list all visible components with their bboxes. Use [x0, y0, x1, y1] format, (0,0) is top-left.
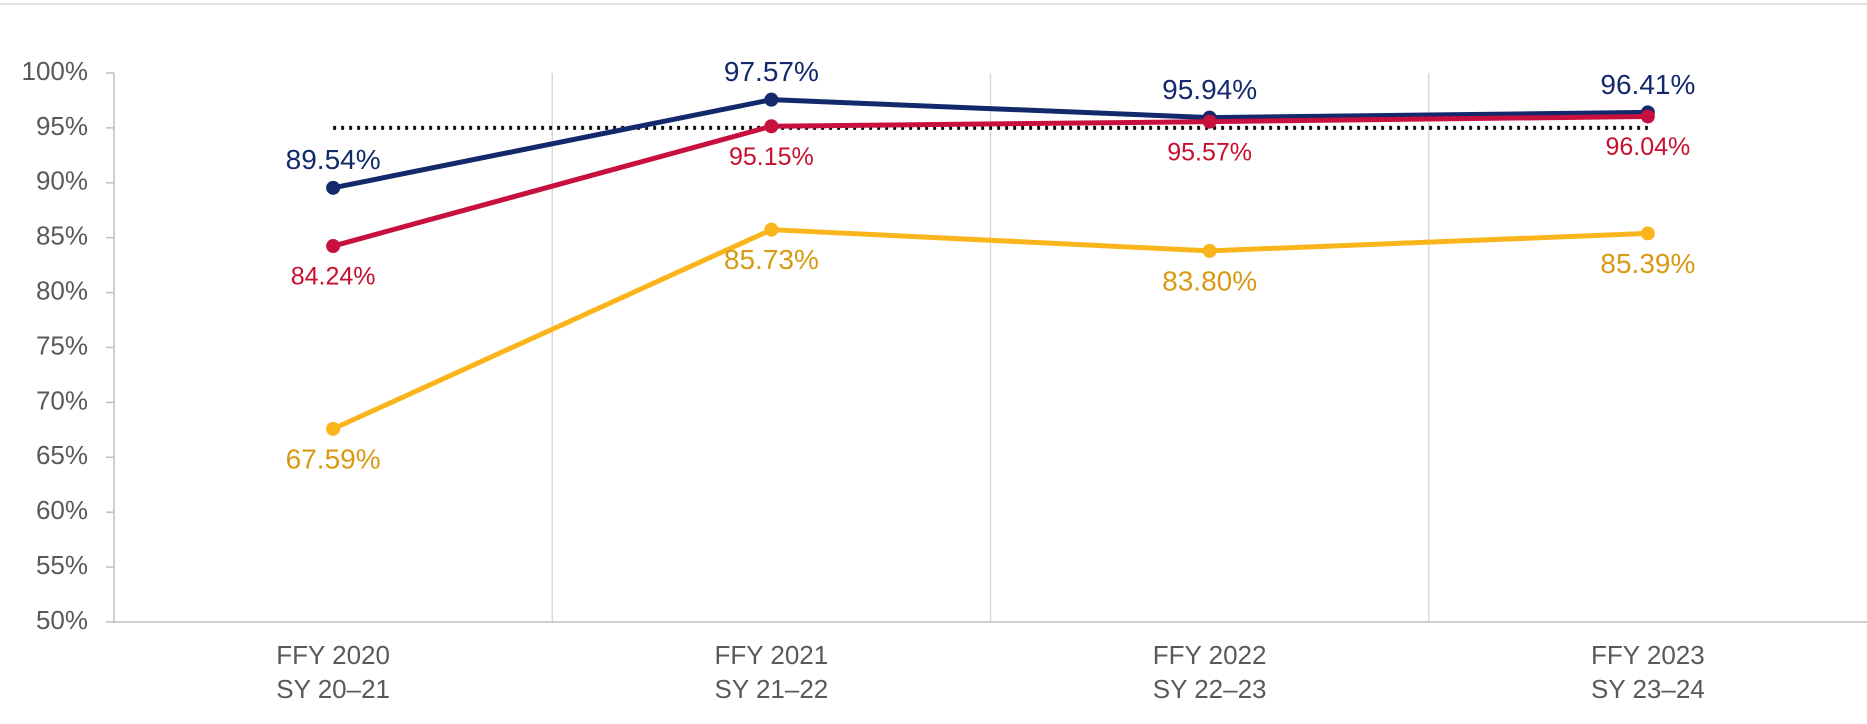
data-label: 96.41% — [1600, 69, 1695, 100]
y-tick-label: 55% — [36, 550, 88, 580]
y-tick-label: 60% — [36, 495, 88, 525]
y-tick-label: 95% — [36, 111, 88, 141]
series-line — [332, 227, 1648, 432]
x-tick-label: FFY 2020 — [276, 640, 390, 670]
y-tick-label: 50% — [36, 605, 88, 635]
data-label: 95.94% — [1162, 74, 1257, 105]
series-line — [332, 113, 1648, 249]
y-tick-label: 75% — [36, 330, 88, 360]
data-label: 84.24% — [291, 263, 376, 291]
data-label: 95.57% — [1167, 138, 1252, 166]
x-tick-label: SY 20–21 — [276, 674, 390, 704]
y-tick-label: 70% — [36, 385, 88, 415]
data-label: 85.73% — [724, 244, 819, 275]
x-tick-label: SY 21–22 — [715, 674, 829, 704]
point — [1202, 243, 1217, 258]
data-label: 83.80% — [1162, 265, 1257, 296]
point — [764, 92, 779, 107]
point — [326, 239, 341, 254]
series-line — [332, 97, 1648, 191]
data-label: 85.39% — [1600, 248, 1695, 279]
data-label: 97.57% — [724, 56, 819, 87]
x-tick-label: SY 22–23 — [1153, 674, 1267, 704]
y-tick-label: 85% — [36, 221, 88, 251]
x-tick-label: FFY 2023 — [1591, 640, 1705, 670]
x-tick-label: FFY 2022 — [1153, 640, 1267, 670]
x-tick-label: SY 23–24 — [1591, 674, 1705, 704]
y-tick-label: 65% — [36, 440, 88, 470]
data-label: 67.59% — [286, 443, 381, 474]
y-tick-label: 100% — [22, 56, 89, 86]
point — [326, 421, 341, 436]
point — [764, 222, 779, 237]
point — [1202, 114, 1217, 129]
data-label: 95.15% — [729, 143, 814, 171]
data-label: 89.54% — [286, 144, 381, 175]
point — [1640, 109, 1655, 124]
point — [764, 119, 779, 134]
y-tick-label: 80% — [36, 275, 88, 305]
point — [1640, 226, 1655, 241]
data-label: 96.04% — [1605, 133, 1690, 161]
y-tick-label: 90% — [36, 166, 88, 196]
x-tick-label: FFY 2021 — [715, 640, 829, 670]
point — [326, 180, 341, 195]
